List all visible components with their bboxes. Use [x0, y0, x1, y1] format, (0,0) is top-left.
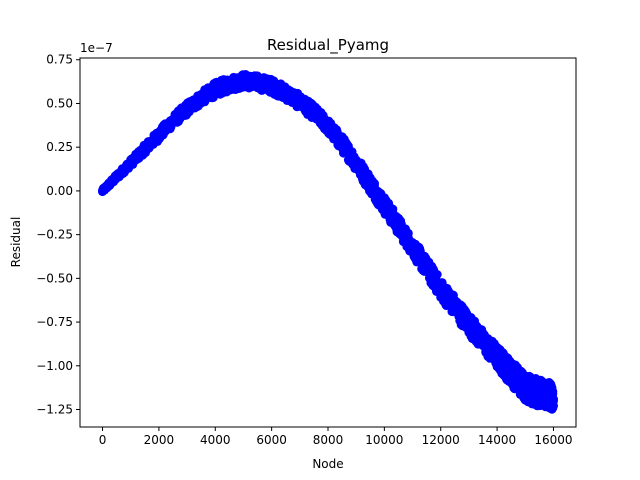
- x-axis-label: Node: [312, 457, 343, 471]
- y-tick-label: 0.00: [46, 184, 73, 198]
- data-point: [549, 401, 558, 411]
- x-axis-ticks: 0 2000 4000 6000 8000 10000 12000 14000 16000: [99, 427, 573, 447]
- x-tick-label: 16000: [534, 433, 572, 447]
- y-tick-label: 0.50: [46, 96, 73, 110]
- y-axis-ticks: 0.75 0.50 0.25 0.00 −0.25 −0.50 −0.75 −1.00 −1.2…: [36, 53, 80, 417]
- x-tick-label: 0: [99, 433, 107, 447]
- data-point: [549, 394, 558, 404]
- y-tick-label: −0.50: [36, 271, 73, 285]
- data-point: [432, 270, 442, 279]
- y-axis-label: Residual: [9, 217, 23, 268]
- data-point: [548, 387, 558, 397]
- y-tick-label: −0.75: [36, 315, 73, 329]
- x-tick-label: 14000: [478, 433, 516, 447]
- chart-title: Residual_Pyamg: [267, 36, 389, 55]
- y-tick-label: 0.25: [46, 140, 73, 154]
- x-tick-label: 8000: [313, 433, 344, 447]
- x-tick-label: 10000: [365, 433, 403, 447]
- y-axis-offset-label: 1e−7: [80, 41, 113, 55]
- x-tick-label: 4000: [200, 433, 231, 447]
- x-tick-label: 2000: [144, 433, 175, 447]
- data-points: [98, 70, 558, 414]
- y-tick-label: −0.25: [36, 228, 73, 242]
- data-point: [370, 179, 379, 188]
- y-tick-label: −1.00: [36, 359, 73, 373]
- x-tick-label: 12000: [422, 433, 460, 447]
- x-tick-label: 6000: [256, 433, 287, 447]
- y-tick-label: −1.25: [36, 403, 73, 417]
- y-tick-label: 0.75: [46, 53, 73, 67]
